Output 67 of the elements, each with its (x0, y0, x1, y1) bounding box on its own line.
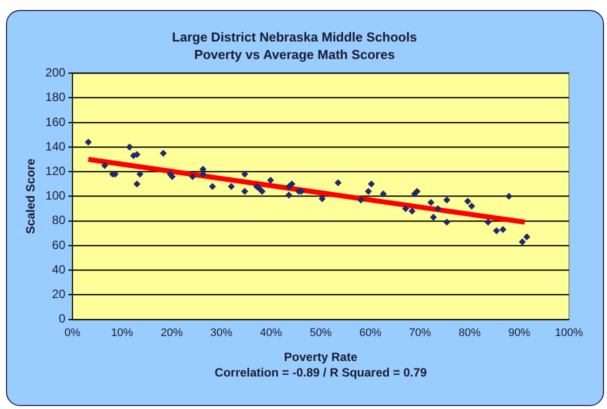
x-tick-label: 20% (160, 327, 183, 340)
y-tick-label: 80 (52, 213, 66, 228)
point (484, 218, 492, 226)
point (160, 150, 167, 157)
point (318, 195, 326, 202)
y-tick-label: 0 (58, 312, 66, 326)
x-tick-label: 70% (409, 327, 432, 340)
point (365, 188, 372, 195)
point (402, 205, 409, 212)
x-tick-label: 10% (111, 327, 134, 340)
x-tick-label: 50% (310, 327, 332, 340)
text: Correlation = -0.89 / R Squared = 0.79 (214, 365, 428, 380)
point (267, 176, 274, 184)
y-tick-label: 20 (52, 287, 66, 302)
point (136, 170, 144, 178)
y-tick-label: 160 (45, 114, 66, 129)
point (134, 151, 140, 158)
y-tick-label: 140 (45, 139, 66, 154)
point (414, 188, 420, 195)
point (189, 173, 196, 180)
y-tick-label: 200 (45, 66, 66, 80)
point (368, 180, 375, 188)
x-tick-label: 100% (554, 327, 584, 340)
chart-title: Large District Nebraska Middle Schools (172, 29, 417, 44)
y-tick-label: 40 (52, 262, 66, 276)
x-tick-label: 30% (210, 327, 233, 340)
point (464, 198, 471, 205)
point (101, 162, 108, 169)
point (444, 196, 450, 204)
point (430, 214, 437, 221)
point (468, 202, 475, 210)
point (200, 166, 206, 173)
point (241, 170, 248, 178)
x-tick-label: 0% (64, 327, 81, 340)
point (85, 138, 92, 146)
point (428, 199, 434, 206)
point (209, 183, 216, 190)
y-tick-label: 100 (45, 188, 66, 203)
y-tick-label: 60 (52, 238, 66, 252)
point (334, 179, 342, 186)
point (134, 180, 140, 188)
point (519, 238, 526, 246)
point (358, 196, 364, 204)
point (258, 188, 266, 195)
point (500, 226, 506, 233)
point (380, 190, 387, 198)
point (228, 183, 235, 190)
point (200, 170, 206, 178)
point (523, 234, 530, 240)
y-axis-title: Scaled Score (24, 158, 38, 234)
point (444, 218, 450, 226)
point (434, 205, 442, 212)
y-tick-label: 180 (45, 90, 66, 104)
x-tick-label: 90% (508, 327, 531, 340)
x-tick-label: 40% (260, 327, 282, 340)
x-axis-title: Poverty Rate (284, 350, 358, 364)
chart-subtitle: Poverty vs Average Math Scores (194, 46, 395, 62)
point (408, 208, 416, 214)
point (286, 192, 292, 198)
x-tick-label: 80% (458, 327, 481, 340)
y-tick-label: 120 (45, 164, 66, 178)
point (506, 193, 512, 200)
point (493, 227, 500, 234)
point (126, 144, 133, 150)
point (241, 188, 248, 195)
point (288, 180, 296, 188)
x-tick-label: 60% (359, 327, 382, 340)
